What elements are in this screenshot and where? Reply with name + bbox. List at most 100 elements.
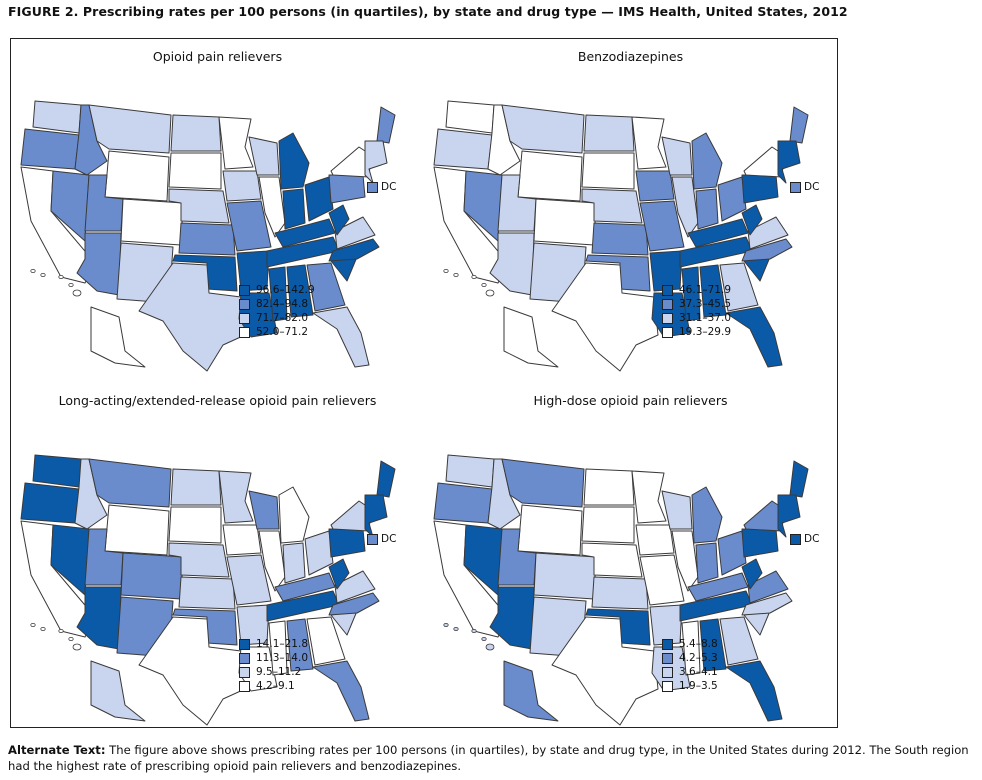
state-shape-oh <box>304 176 334 222</box>
dc-indicator: DC <box>790 181 819 193</box>
state-shape-hi-island <box>481 282 487 287</box>
state-shape-mn <box>218 116 254 170</box>
state-shape-hi <box>30 268 82 297</box>
alt-text-label: Alternate Text: <box>8 743 106 757</box>
legend-row: 31.1–37.0 <box>662 311 731 325</box>
state-shape-hi-island <box>30 268 36 273</box>
state-shape-fl <box>312 660 370 722</box>
us-map <box>20 100 396 372</box>
legend-label: 31.1–37.0 <box>679 312 732 324</box>
state-shape-pa <box>741 528 779 558</box>
panel-opioid: Opioid pain relievers DC 96.6–142.9 82.4… <box>11 39 424 383</box>
figure-frame: Opioid pain relievers DC 96.6–142.9 82.4… <box>10 38 838 728</box>
legend-label: 14.1–21.8 <box>256 638 309 650</box>
state-shape-sd <box>581 152 635 190</box>
figure-title: FIGURE 2. Prescribing rates per 100 pers… <box>8 4 848 19</box>
dc-swatch <box>367 181 378 193</box>
state-shape-me <box>376 460 396 498</box>
state-shape-va <box>747 570 789 604</box>
state-shape-mt <box>88 104 172 154</box>
dc-label: DC <box>381 181 397 193</box>
state-shape-or <box>433 128 493 170</box>
state-shape-fl <box>725 660 783 722</box>
legend-row: 9.5–11.2 <box>239 665 308 679</box>
legend: 5.4–8.8 4.2–5.3 3.6–4.1 1.9–3.5 <box>662 637 718 693</box>
state-shape-az <box>489 586 535 650</box>
state-shape-hi-island <box>453 626 459 631</box>
state-shape-nd <box>583 114 635 152</box>
dc-label: DC <box>804 533 820 545</box>
legend-swatch-q3 <box>239 298 250 310</box>
state-shape-fl <box>312 306 370 368</box>
state-shape-in <box>282 188 306 230</box>
state-shape-pa <box>328 528 366 558</box>
state-shape-hi-island <box>72 289 82 297</box>
state-shape-wy <box>104 150 170 202</box>
dc-swatch <box>790 533 801 545</box>
state-shape-wa <box>445 100 495 134</box>
state-shape-nd <box>170 468 222 506</box>
legend-label: 9.5–11.2 <box>256 666 302 678</box>
state-shape-ks <box>178 576 236 610</box>
legend-label: 19.3–29.9 <box>679 326 732 338</box>
state-shape-ks <box>591 576 649 610</box>
state-shape-in <box>695 542 719 584</box>
state-shape-pa <box>741 174 779 204</box>
state-shape-pa <box>328 174 366 204</box>
state-shape-az <box>489 232 535 296</box>
state-shape-al <box>286 264 314 318</box>
state-shape-ne <box>581 188 643 224</box>
state-shape-mo <box>639 200 685 252</box>
state-shape-hi-island <box>58 274 64 279</box>
state-shape-mt <box>501 104 585 154</box>
state-shape-me <box>789 106 809 144</box>
state-shape-ar <box>236 604 270 646</box>
state-shape-ar <box>649 250 683 292</box>
legend-label: 96.6–142.9 <box>256 284 315 296</box>
legend-label: 4.2–9.1 <box>256 680 295 692</box>
state-shape-al <box>699 618 727 672</box>
state-shape-sd <box>168 506 222 544</box>
state-shape-wv <box>741 558 763 590</box>
state-shape-hi-island <box>68 636 74 641</box>
legend-swatch-q4 <box>239 638 250 650</box>
state-shape-oh <box>717 530 747 576</box>
dc-swatch <box>790 181 801 193</box>
legend-swatch-q2 <box>239 666 250 678</box>
dc-label: DC <box>381 533 397 545</box>
legend-row: 46.1–71.9 <box>662 283 731 297</box>
state-shape-hi <box>443 268 495 297</box>
legend-label: 11.3–14.0 <box>256 652 309 664</box>
legend-row: 5.4–8.8 <box>662 637 718 651</box>
panel-benzodiazepines: Benzodiazepines DC 46.1–71.9 37.3–45.5 3… <box>424 39 837 383</box>
panel-title: Benzodiazepines <box>577 49 684 64</box>
state-shape-nd <box>170 114 222 152</box>
state-shape-ak <box>503 306 559 368</box>
state-shape-ne <box>168 188 230 224</box>
state-shape-hi-island <box>30 622 36 627</box>
state-shape-hi <box>30 622 82 651</box>
legend-swatch-q4 <box>239 284 250 296</box>
legend-swatch-q3 <box>662 298 673 310</box>
state-shape-ks <box>178 222 236 256</box>
state-shape-ky <box>687 572 749 602</box>
state-shape-hi-island <box>453 272 459 277</box>
state-shape-ks <box>591 222 649 256</box>
legend-label: 5.4–8.8 <box>679 638 718 650</box>
dc-indicator: DC <box>367 181 396 193</box>
state-shape-or <box>20 482 80 524</box>
state-shape-mt <box>501 458 585 508</box>
state-shape-tx <box>551 262 659 372</box>
state-shape-hi-island <box>471 628 477 633</box>
state-shape-me <box>376 106 396 144</box>
legend-row: 3.6–4.1 <box>662 665 718 679</box>
state-shape-hi <box>443 622 495 651</box>
state-shape-mi <box>278 132 310 190</box>
state-shape-ne_reg <box>777 494 801 538</box>
legend-swatch-q1 <box>239 680 250 692</box>
state-shape-tx <box>138 616 246 726</box>
state-shape-wi <box>661 490 693 530</box>
state-shape-hi-island <box>485 289 495 297</box>
panel-title: Opioid pain relievers <box>152 49 283 64</box>
state-shape-wv <box>328 558 350 590</box>
